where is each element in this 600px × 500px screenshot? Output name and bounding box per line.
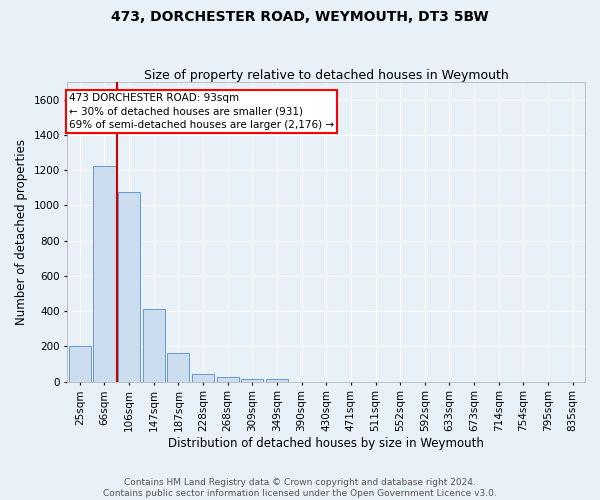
Title: Size of property relative to detached houses in Weymouth: Size of property relative to detached ho… — [144, 69, 509, 82]
Bar — [217, 377, 239, 382]
Bar — [94, 166, 116, 382]
Y-axis label: Number of detached properties: Number of detached properties — [15, 139, 28, 325]
Bar — [241, 379, 263, 382]
Bar — [167, 354, 190, 382]
Text: 473, DORCHESTER ROAD, WEYMOUTH, DT3 5BW: 473, DORCHESTER ROAD, WEYMOUTH, DT3 5BW — [111, 10, 489, 24]
Bar — [68, 346, 91, 382]
Text: Contains HM Land Registry data © Crown copyright and database right 2024.
Contai: Contains HM Land Registry data © Crown c… — [103, 478, 497, 498]
Bar — [118, 192, 140, 382]
Bar — [143, 310, 165, 382]
Text: 473 DORCHESTER ROAD: 93sqm
← 30% of detached houses are smaller (931)
69% of sem: 473 DORCHESTER ROAD: 93sqm ← 30% of deta… — [68, 94, 334, 130]
Bar — [192, 374, 214, 382]
Bar — [266, 379, 288, 382]
X-axis label: Distribution of detached houses by size in Weymouth: Distribution of detached houses by size … — [168, 437, 484, 450]
